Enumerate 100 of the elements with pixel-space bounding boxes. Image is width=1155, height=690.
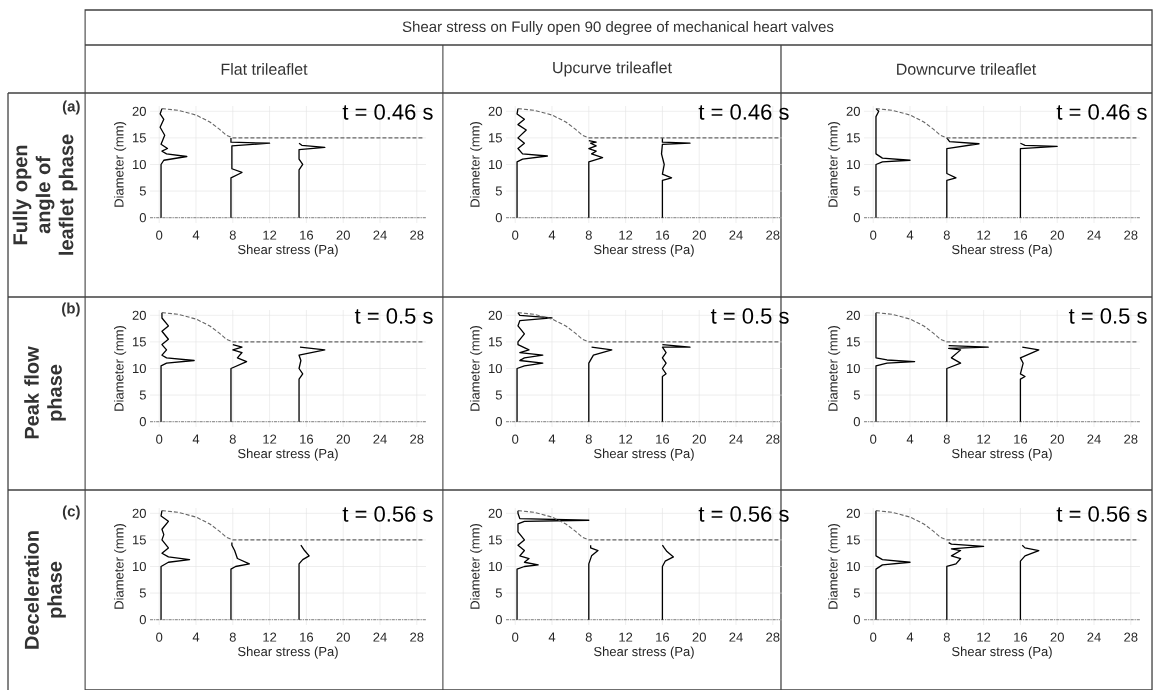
x-tick-label: 28 [410,230,424,240]
annotation: t = 0.46 s [698,104,789,120]
x-tick-label: 8 [229,230,236,240]
line-series [588,139,604,219]
line-series [298,544,310,621]
line-series [588,346,613,423]
x-tick-label: 4 [906,230,914,240]
x-tick-label: 28 [1124,230,1138,240]
x-tick-label: 8 [229,434,236,444]
x-axis-title: Shear stress (Pa) [238,448,338,461]
x-tick-label: 20 [692,632,706,642]
x-tick-label: 16 [300,632,314,642]
x-tick-label: 0 [156,230,163,240]
y-tick-label: 15 [489,337,502,347]
x-tick-label: 4 [548,434,556,444]
y-tick-label: 0 [853,417,860,427]
x-axis-title: Shear stress (Pa) [594,646,694,659]
annotation: t = 0.56 s [1056,506,1147,522]
x-tick-label: 0 [870,230,877,240]
y-tick-label: 20 [488,508,502,518]
y-axis-title: Diameter (mm) [470,121,483,207]
text: Deceleration phase [24,531,66,649]
y-tick-label: 0 [495,213,502,223]
text: Fully open angle of leaflet phase [12,134,78,255]
y-tick-label: 20 [132,508,146,518]
line-series [661,343,691,423]
annotation: t = 0.5 s [710,308,789,324]
y-tick-label: 20 [846,310,860,320]
x-tick-label: 16 [300,230,314,240]
x-tick-label: 8 [229,632,236,642]
y-tick-label: 10 [133,363,146,374]
line-series [160,510,191,621]
y-axis-title: Diameter (mm) [828,325,841,411]
y-axis-title: Diameter (mm) [114,121,127,207]
y-tick-label: 15 [133,337,146,347]
y-tick-label: 10 [489,363,502,374]
line-series [516,312,553,423]
x-axis-title: Shear stress (Pa) [594,244,694,257]
x-tick-label: 12 [619,632,633,642]
y-axis-title: Diameter (mm) [470,523,483,609]
x-axis-title: Shear stress (Pa) [238,244,338,257]
y-axis-title: Diameter (mm) [114,325,127,411]
text: (b) [62,302,80,317]
annotation: t = 0.5 s [1068,308,1147,324]
line-series [230,343,248,423]
x-tick-label: 0 [156,632,163,642]
y-tick-label: 15 [847,133,860,143]
line-series [230,541,251,621]
x-tick-label: 0 [870,632,877,642]
x-tick-label: 20 [692,434,706,444]
x-tick-label: 4 [906,434,914,444]
x-tick-label: 16 [300,434,314,444]
x-tick-label: 12 [977,230,991,240]
y-tick-label: 10 [133,561,146,572]
chart-title: Downcurve trileaflet [897,63,1037,75]
line-series [159,108,188,219]
y-tick-label: 5 [495,186,502,196]
line-series [516,108,549,219]
y-tick-label: 20 [132,106,146,116]
x-tick-label: 24 [729,632,743,642]
y-tick-label: 0 [495,417,502,427]
x-tick-label: 24 [729,434,743,444]
x-tick-label: 20 [336,632,350,642]
y-tick-label: 10 [133,159,146,170]
x-tick-label: 28 [410,632,424,642]
x-tick-label: 24 [1087,632,1101,642]
text: Peak flow phase [24,346,66,439]
line-series [588,544,599,621]
y-tick-label: 20 [132,310,146,320]
y-tick-label: 10 [489,159,502,170]
text: (c) [62,505,80,520]
x-tick-label: 24 [1087,434,1101,444]
x-tick-label: 20 [1050,230,1064,240]
line-series [875,312,916,423]
y-tick-label: 5 [139,588,146,598]
x-tick-label: 20 [1050,632,1064,642]
x-tick-label: 24 [1087,230,1101,240]
x-tick-label: 4 [192,230,200,240]
line-series [946,137,980,219]
y-tick-label: 5 [853,390,860,400]
x-axis-title: Shear stress (Pa) [952,244,1052,257]
text: (a) [62,100,80,115]
y-tick-label: 10 [847,561,860,572]
y-tick-label: 5 [139,186,146,196]
y-tick-label: 10 [489,561,502,572]
y-tick-label: 20 [846,508,860,518]
y-tick-label: 0 [853,615,860,625]
x-tick-label: 0 [156,434,163,444]
x-tick-label: 0 [870,434,877,444]
y-tick-label: 15 [847,535,860,545]
line-series [230,137,271,219]
y-axis-title: Diameter (mm) [828,523,841,609]
x-tick-label: 12 [263,230,277,240]
annotation: t = 0.56 s [698,506,789,522]
x-tick-label: 8 [943,632,950,642]
y-tick-label: 10 [847,159,860,170]
y-tick-label: 20 [488,106,502,116]
y-tick-label: 0 [495,615,502,625]
y-tick-label: 15 [489,133,502,143]
y-tick-label: 5 [853,186,860,196]
